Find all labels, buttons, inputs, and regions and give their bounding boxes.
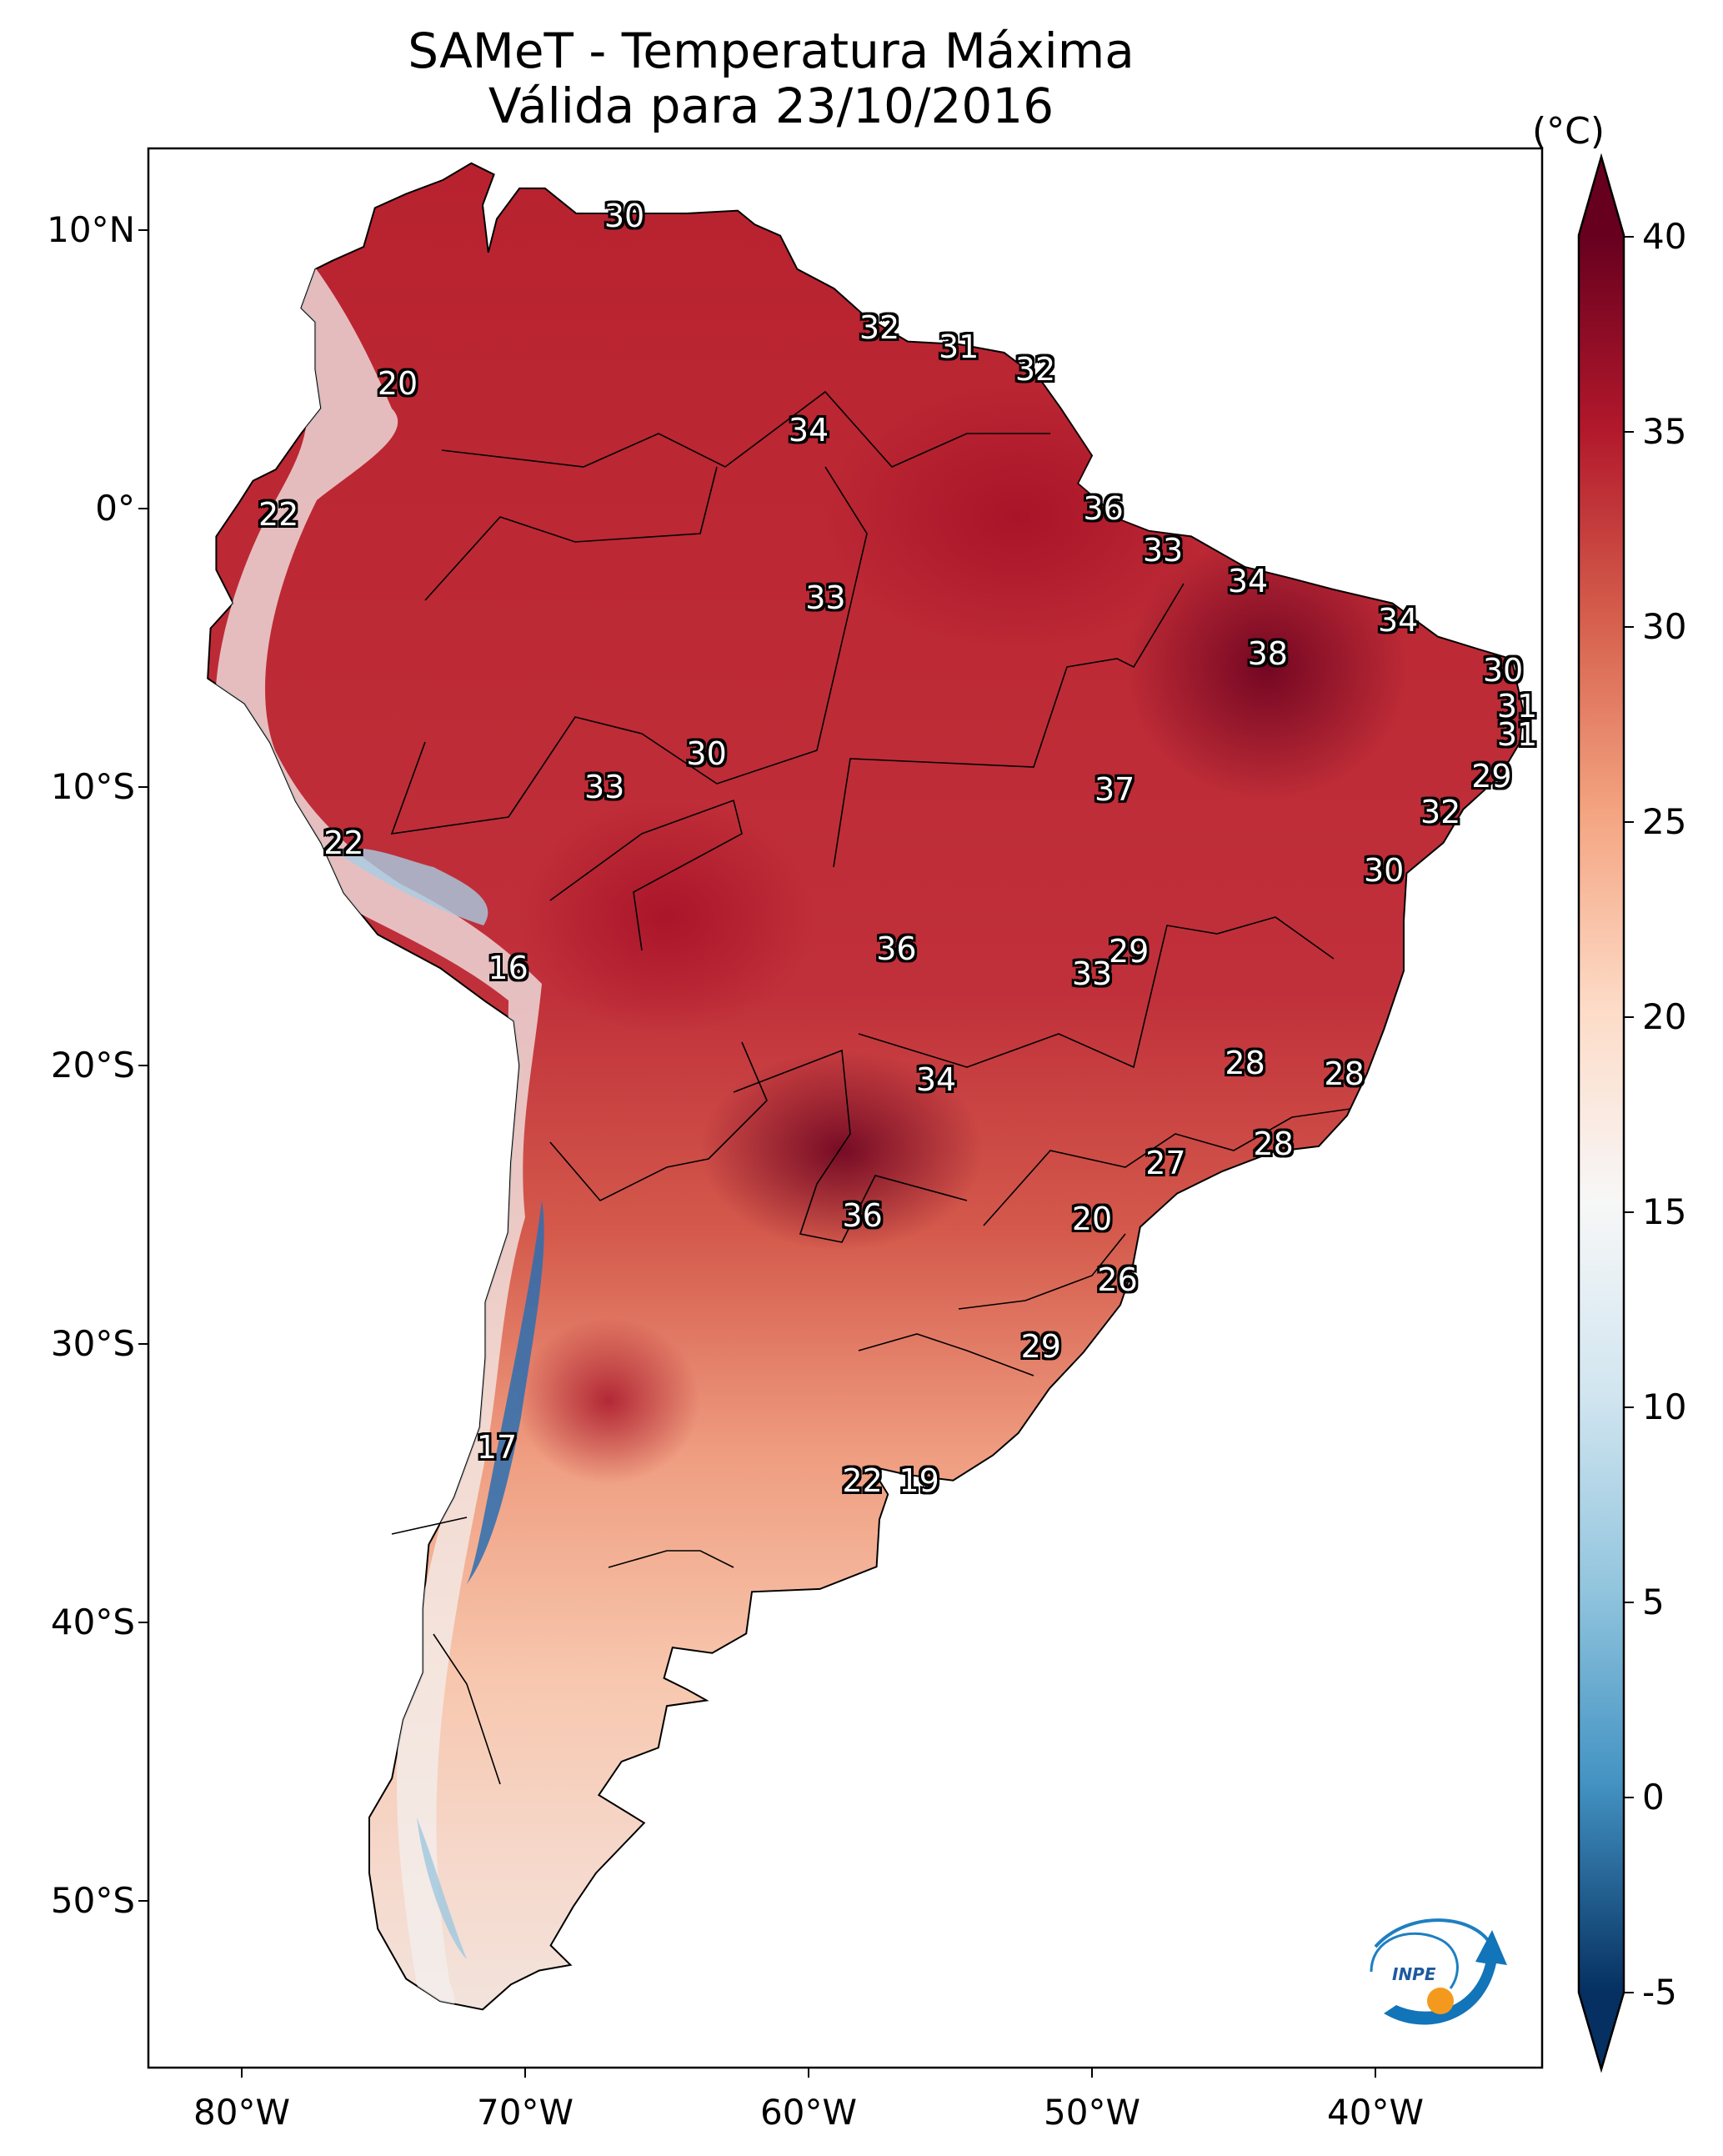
lat-label-10n: 10°N <box>47 209 135 250</box>
temperature-value-label: 19 <box>899 1462 939 1499</box>
lon-label-60w: 60°W <box>760 2092 857 2133</box>
temperature-value-label: 34 <box>915 1060 957 1098</box>
temperature-value-label: 29 <box>1471 757 1512 795</box>
lat-label-40s: 40°S <box>50 1602 135 1642</box>
colorbar-max-arrow <box>1579 157 1624 235</box>
temperature-value-label: 26 <box>1097 1261 1138 1299</box>
temperature-value-label: 34 <box>1227 562 1269 599</box>
colorbar-tick-10: 10 <box>1642 1386 1687 1427</box>
longitude-ticks <box>241 2068 1376 2078</box>
lat-label-20s: 20°S <box>50 1045 135 1086</box>
temperature-value-label: 33 <box>584 769 625 805</box>
colorbar-tick-30: 30 <box>1642 606 1687 647</box>
map-title-line1: SAMeT - Temperatura Máxima <box>408 23 1134 79</box>
temperature-value-label: 29 <box>1020 1328 1061 1366</box>
temperature-value-label: 22 <box>842 1462 883 1499</box>
lat-label-0: 0° <box>95 488 135 529</box>
temperature-value-label: 36 <box>1083 490 1124 527</box>
temperature-value-label: 28 <box>1253 1125 1294 1162</box>
lon-label-40w: 40°W <box>1327 2092 1424 2133</box>
colorbar-tick-35: 35 <box>1642 411 1687 452</box>
lat-label-50s: 50°S <box>50 1880 135 1921</box>
lon-label-50w: 50°W <box>1044 2092 1140 2133</box>
map-title-line2: Válida para 23/10/2016 <box>488 78 1054 134</box>
temperature-value-label: 30 <box>1364 852 1405 890</box>
temperature-value-label: 37 <box>1094 771 1135 809</box>
temperature-value-label: 30 <box>1482 651 1524 689</box>
colorbar-tick-15: 15 <box>1642 1191 1687 1232</box>
temperature-value-label: 32 <box>1420 794 1461 831</box>
temperature-value-label: 20 <box>1071 1200 1113 1237</box>
lon-label-70w: 70°W <box>477 2092 573 2133</box>
colorbar-tick-5: 5 <box>1642 1582 1665 1622</box>
temperature-value-label: 28 <box>1324 1055 1365 1093</box>
temperature-value-label: 34 <box>788 412 829 449</box>
temperature-value-label: 27 <box>1145 1144 1186 1181</box>
temperature-value-label: 29 <box>1109 933 1150 970</box>
temperature-value-label: 20 <box>377 364 418 402</box>
temperature-value-label: 38 <box>1247 634 1288 672</box>
inpe-logo-text: INPE <box>1392 1964 1436 1984</box>
temperature-value-label: 17 <box>476 1428 518 1466</box>
temperature-value-label: 33 <box>805 579 846 616</box>
temperature-value-label: 32 <box>1014 351 1056 388</box>
temperature-value-label: 16 <box>488 950 528 987</box>
temperature-value-label: 28 <box>1225 1044 1265 1081</box>
colorbar-tick-minus5: -5 <box>1642 1972 1677 2013</box>
map-frame <box>147 147 1544 2069</box>
temperature-value-label: 31 <box>1496 688 1538 725</box>
temperature-value-label: 22 <box>323 824 364 861</box>
temperature-value-label: 33 <box>1071 955 1113 992</box>
temperature-value-label: 31 <box>939 328 979 366</box>
country-borders <box>390 390 1351 1785</box>
colorbar-tick-25: 25 <box>1642 801 1687 842</box>
latitude-ticks <box>138 229 148 1902</box>
temperature-value-label: 32 <box>859 308 900 346</box>
lat-label-30s: 30°S <box>50 1323 135 1364</box>
temperature-value-label: 22 <box>258 495 299 533</box>
colorbar-tick-0: 0 <box>1642 1777 1665 1818</box>
temperature-value-label: 36 <box>842 1197 883 1235</box>
temperature-value-label: 33 <box>1142 532 1184 569</box>
colorbar <box>1577 153 1634 2073</box>
colorbar-tick-20: 20 <box>1642 996 1687 1037</box>
lon-label-80w: 80°W <box>193 2092 290 2133</box>
temperature-value-label: 31 <box>1496 715 1538 753</box>
temperature-value-label: 36 <box>876 930 917 967</box>
lat-label-10s: 10°S <box>50 766 135 807</box>
temperature-value-label: 30 <box>686 735 727 772</box>
temperature-value-label: 34 <box>1378 601 1419 639</box>
colorbar-unit: (°C) <box>1532 110 1605 153</box>
colorbar-min-arrow <box>1579 1993 1624 2069</box>
colorbar-tick-40: 40 <box>1642 216 1687 257</box>
inpe-logo: INPE <box>1370 1918 1507 2025</box>
temperature-value-label: 30 <box>604 198 645 235</box>
